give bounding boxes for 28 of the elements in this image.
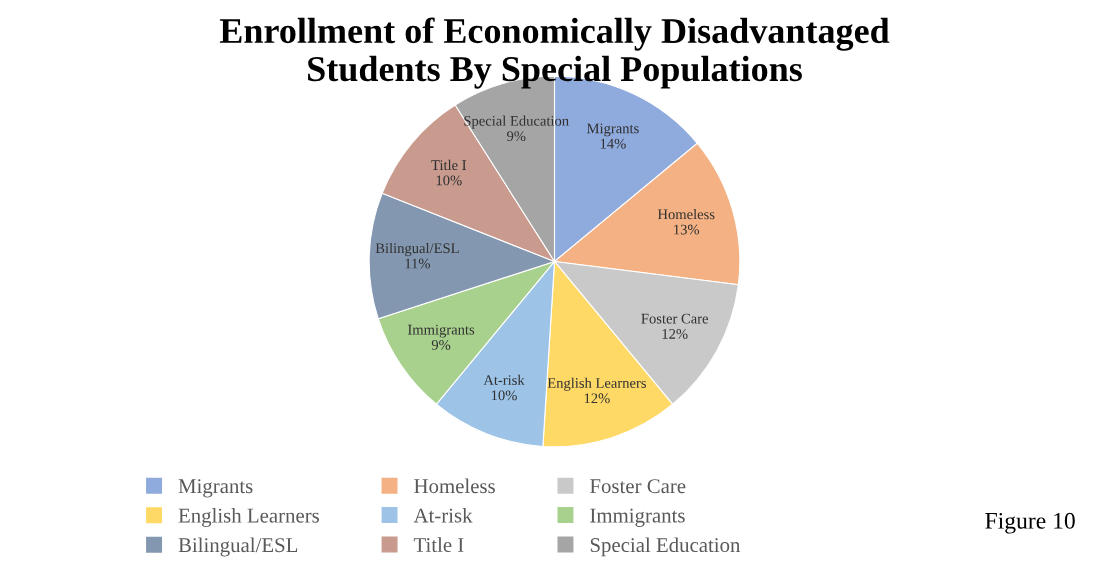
legend-label: Title I [413, 537, 464, 553]
data-label: 10% [436, 175, 462, 186]
data-label: 9% [506, 131, 526, 142]
caption: Figure 10 [985, 512, 1075, 534]
slice-label: Foster Care [641, 313, 709, 324]
slice-label: Migrants [586, 123, 639, 137]
slice-label: Title I [431, 159, 467, 171]
legend-label: Special Education [590, 537, 741, 557]
data-label: 13% [674, 224, 700, 235]
slice-label: At-risk [483, 374, 525, 386]
legend-label: English Learners [178, 507, 320, 527]
data-label: 14% [600, 138, 626, 149]
legend-label: Immigrants [590, 508, 685, 527]
legend-label: Foster Care [590, 479, 686, 494]
data-label: 12% [662, 328, 688, 339]
legend-label: Migrants [178, 479, 253, 498]
legend-label: Bilingual/ESL [178, 537, 298, 557]
slice-label: English Learners [547, 377, 646, 391]
data-label: 11% [405, 258, 430, 269]
data-label: 12% [584, 393, 610, 404]
slice-label: Immigrants [407, 324, 475, 338]
slice-label: Homeless [657, 208, 715, 220]
data-label: 10% [491, 390, 517, 401]
chart-title: Enrollment of Economically Disadvantaged Students By Special Populations [219, 17, 890, 89]
legend-label: At-risk [413, 507, 473, 523]
legend-label: Homeless [414, 478, 495, 494]
data-label: 9% [431, 339, 451, 350]
slice-label: Bilingual/ESL [375, 242, 459, 257]
